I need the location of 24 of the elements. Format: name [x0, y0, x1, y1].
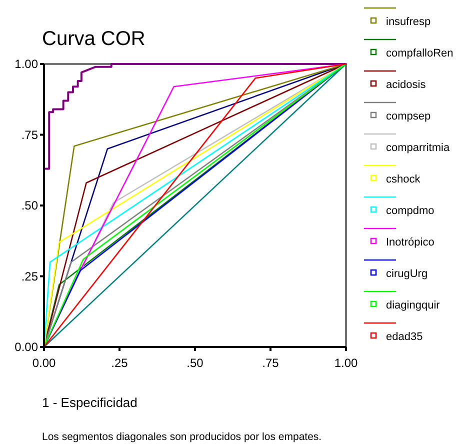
legend-label: compdmo	[386, 205, 434, 217]
legend-label: diagingquir	[386, 300, 440, 312]
legend-label: cshock	[386, 174, 421, 186]
y-tick-label: .75	[21, 128, 38, 142]
legend-label: acidosis	[386, 79, 426, 91]
legend-label: cirugUrg	[386, 268, 428, 280]
x-axis-title: 1 - Especificidad	[42, 395, 138, 410]
y-tick-label: .25	[21, 269, 38, 284]
legend-label: edad35	[386, 331, 423, 343]
y-tick-label: .50	[21, 198, 38, 213]
legend-label: insufresp	[386, 16, 431, 28]
legend-label: Inotrópico	[386, 236, 434, 248]
x-tick-label: 0.00	[32, 356, 56, 370]
chart-title: Curva COR	[42, 28, 146, 50]
y-tick-label: 1.00	[14, 57, 38, 72]
y-tick-label: 0.00	[14, 340, 38, 354]
x-tick-label: 1.00	[334, 356, 358, 370]
legend-label: compfalloRen	[386, 48, 454, 60]
legend-label: compsep	[386, 110, 431, 122]
text: Los segmentos diagonales son producidos por los empates.	[42, 431, 322, 443]
x-tick-label: .75	[262, 356, 280, 370]
x-tick-label: .25	[111, 356, 128, 370]
legend-label: comparritmia	[386, 142, 450, 154]
x-tick-label: .50	[186, 356, 204, 370]
